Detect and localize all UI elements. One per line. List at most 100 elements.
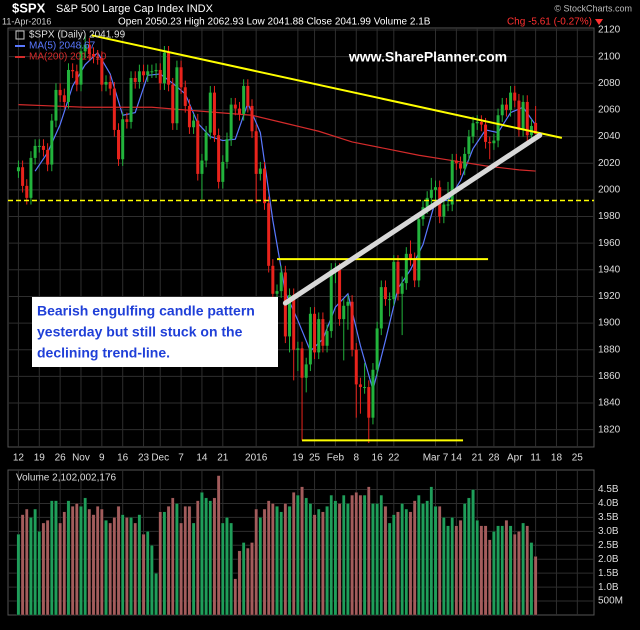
candle-body — [434, 187, 438, 190]
candle-body — [125, 119, 129, 122]
volume-bar — [141, 533, 146, 616]
price-panel — [7, 27, 595, 448]
volume-bar — [529, 542, 534, 616]
x-tick-label: 19 — [34, 453, 46, 464]
candle-body — [54, 89, 58, 121]
volume-bar — [162, 511, 167, 616]
volume-bar — [116, 506, 121, 616]
legend-label: MA(5) 2048.67 — [29, 41, 96, 52]
candle-body — [41, 145, 45, 150]
candle-body — [379, 287, 383, 329]
candle-body — [525, 101, 529, 136]
volume-bar — [191, 522, 196, 616]
candle-body — [150, 71, 154, 73]
volume-bar — [379, 494, 384, 616]
candle-body — [500, 104, 504, 116]
candle-body — [254, 131, 258, 174]
y-tick-label: 1980 — [598, 211, 621, 222]
candle-body — [37, 145, 41, 147]
volume-bar — [254, 508, 258, 616]
volume-bar — [513, 533, 517, 616]
volume-bar — [508, 525, 513, 616]
volume-bar — [475, 520, 479, 616]
volume-bar — [454, 525, 459, 616]
volume-bar — [29, 517, 33, 616]
volume-bar — [383, 506, 388, 616]
candle-body — [408, 253, 412, 260]
x-tick-label: Dec — [151, 453, 169, 464]
y-tick-label: 2080 — [598, 78, 621, 89]
candle-body — [133, 77, 137, 82]
volume-bar — [442, 517, 446, 616]
legend-swatch — [15, 30, 25, 40]
source: © StockCharts.com — [554, 3, 632, 13]
candle-body — [196, 120, 200, 174]
volume-bar — [329, 494, 333, 616]
volume-bar — [91, 514, 96, 616]
x-tick-label: 22 — [388, 453, 400, 464]
volume-bar — [208, 500, 213, 616]
volume-bar — [283, 503, 288, 616]
candle-body — [167, 52, 171, 85]
x-tick-label: 8 — [353, 453, 359, 464]
x-tick-label: 16 — [117, 453, 129, 464]
volume-bar — [262, 508, 267, 616]
annotation-text: yesterday but still stuck on the — [37, 324, 243, 340]
volume-bar — [304, 497, 308, 616]
volume-bar — [237, 550, 242, 616]
volume-bar — [312, 514, 317, 616]
x-tick-label: 25 — [309, 453, 321, 464]
candle-body — [279, 272, 283, 292]
volume-bar — [175, 503, 179, 616]
candle-body — [58, 89, 62, 96]
volume-bar — [333, 500, 338, 616]
volume-bar — [250, 542, 254, 616]
candle-body — [208, 92, 212, 133]
candle-body — [392, 261, 396, 300]
volume-bar — [417, 494, 421, 616]
volume-bar — [467, 497, 471, 616]
x-tick-label: 28 — [488, 453, 500, 464]
change-arrow — [595, 19, 603, 25]
volume-bar — [387, 522, 392, 616]
candle-body — [504, 104, 508, 110]
volume-bar — [275, 506, 279, 616]
volume-bar — [204, 497, 208, 616]
volume-bar — [458, 520, 463, 616]
volume-bar — [400, 503, 404, 616]
volume-bar — [20, 514, 25, 616]
candle-body — [242, 85, 246, 114]
date: 11-Apr-2016 — [2, 16, 51, 26]
candle-body — [83, 44, 87, 52]
candle-body — [325, 331, 329, 346]
candle-body — [425, 197, 429, 208]
volume-bar — [479, 525, 484, 616]
volume-bar — [462, 503, 467, 616]
candle-body — [417, 219, 421, 281]
volume-bar — [371, 503, 375, 616]
volume-bar — [104, 520, 108, 616]
candle-body — [250, 105, 254, 132]
candle-body — [367, 387, 371, 418]
volume-bar — [225, 517, 229, 616]
volume-bar — [137, 514, 142, 616]
candle-body — [383, 287, 387, 300]
candle-body — [200, 160, 204, 174]
volume-bar — [500, 525, 504, 616]
volume-bar — [179, 522, 183, 616]
candle-body — [16, 167, 20, 172]
volume-bar — [396, 511, 400, 616]
volume-bar — [325, 506, 329, 616]
volume-bar — [246, 547, 250, 616]
candle-body — [488, 141, 492, 144]
volume-bar — [354, 492, 359, 616]
legend-label: $SPX (Daily) 2041.99 — [29, 30, 126, 41]
volume-bar — [342, 494, 346, 616]
x-tick-label: 21 — [217, 453, 229, 464]
volume-bar — [525, 525, 530, 616]
candle-body — [363, 387, 367, 389]
candle-body — [146, 71, 150, 76]
x-tick-label: 25 — [572, 453, 584, 464]
volume-bar — [133, 522, 137, 616]
